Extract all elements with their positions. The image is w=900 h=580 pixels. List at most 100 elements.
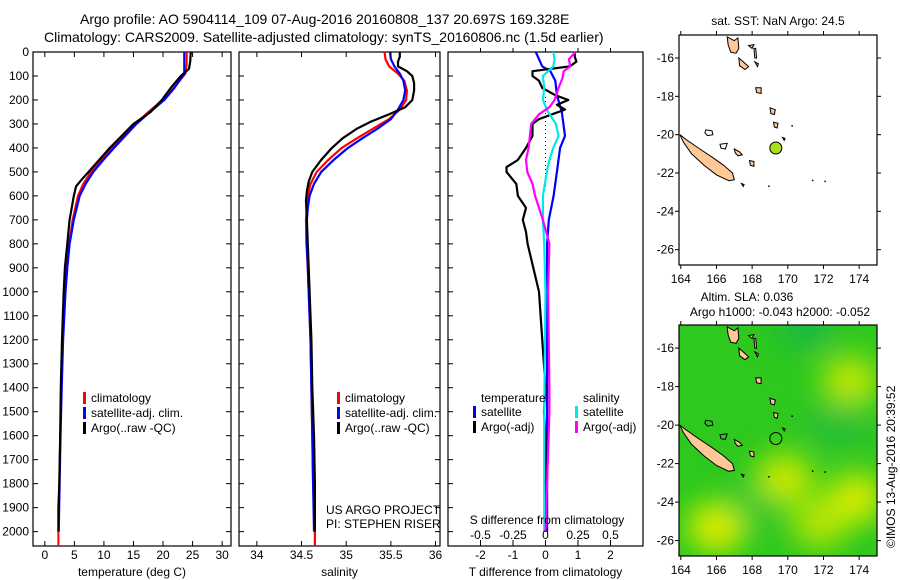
island-espiritu-santo: [726, 36, 740, 54]
x-tick-label: 0: [41, 548, 48, 562]
y-tick-label: 1300: [2, 357, 29, 371]
y-tick-label: -26: [657, 243, 675, 257]
float-position-marker: [769, 432, 783, 446]
y-tick-label: -26: [657, 534, 675, 548]
diff-sal-legend-swatch: [575, 406, 578, 418]
sla-map-panel: 164 166 168 170 172 174 -16 -18 -20 -22 -24 -26 Alti…: [657, 290, 881, 577]
y-tick-label: 600: [9, 189, 29, 203]
island-aneityum: [781, 427, 786, 432]
x-tick-label: 34.5: [290, 548, 314, 562]
pi-annotation: PI: STEPHEN RISER: [326, 517, 441, 531]
reef-tiga: [719, 142, 728, 150]
y-tick-label: 1600: [2, 429, 29, 443]
island-pentecost: [753, 338, 758, 349]
x-tick-label: 172: [813, 272, 833, 286]
map-title: Altim. SLA: 0.036: [701, 290, 794, 304]
x-tick-label: 35.5: [379, 548, 403, 562]
island-isle-of-pines: [740, 182, 745, 188]
y-tick-label: 0: [22, 45, 29, 59]
series-line-salinity-satellite: [541, 51, 560, 532]
s-tick-label: -0.5: [470, 528, 491, 542]
sla-high-core: [702, 515, 731, 540]
y-tick-label: 500: [9, 165, 29, 179]
float-position-marker: [769, 141, 783, 155]
island-malekula: [738, 56, 750, 71]
y-tick-label: -22: [657, 457, 675, 471]
x-tick-label: 164: [671, 272, 691, 286]
s-tick-label: 0: [542, 528, 549, 542]
diff-temp-legend-label: satellite: [481, 405, 522, 419]
x-axis-label: temperature (deg C): [78, 565, 186, 579]
y-tick-label: 700: [9, 213, 29, 227]
sla-low: [807, 403, 868, 448]
reef-ouvea: [704, 419, 714, 427]
sal-legend-swatch: [337, 392, 340, 404]
map-frame: [678, 324, 878, 557]
islet: [811, 470, 814, 472]
difference-panel: -2 -1 0 1 2 T difference from climatology -0.5…: [447, 48, 644, 579]
sal-legend-label: Argo(..raw -QC): [345, 421, 430, 435]
y-tick-label: 1200: [2, 333, 29, 347]
y-tick-label: -18: [657, 380, 675, 394]
sal-legend-label: satellite-adj. clim.: [345, 406, 437, 420]
sla-high-core: [805, 511, 834, 536]
x-tick-label: -2: [475, 548, 486, 562]
temp-legend-swatch: [83, 422, 86, 434]
island-efate: [755, 87, 762, 95]
series-line-argo-raw-qc-: [304, 52, 416, 532]
temp-legend-label: Argo(..raw -QC): [91, 421, 176, 435]
diff-sal-legend-label: Argo(-adj): [583, 420, 636, 434]
x-axis-label: salinity: [321, 565, 358, 579]
island-new-caledonia: [679, 134, 735, 182]
y-tick-label: 900: [9, 261, 29, 275]
diff-temp-legend-swatch: [473, 406, 476, 418]
x-tick-label: 36: [429, 548, 443, 562]
y-tick-label: 1700: [2, 453, 29, 467]
diff-legend-title: temperature: [481, 391, 546, 405]
x-tick-label: 20: [156, 548, 170, 562]
diff-legend-title: salinity: [583, 391, 620, 405]
island-tanna: [772, 121, 779, 129]
y-tick-label: 300: [9, 117, 29, 131]
x-tick-label: 166: [706, 563, 726, 577]
y-tick-label: 1400: [2, 381, 29, 395]
sal-legend-swatch: [337, 407, 340, 419]
sla-high-core: [841, 486, 870, 511]
island-mare: [748, 159, 755, 167]
island-efate: [755, 377, 762, 385]
x-tick-label: 172: [813, 563, 833, 577]
s-tick-label: 0.25: [566, 528, 590, 542]
x-tick-label: 174: [849, 563, 869, 577]
x-tick-label: 168: [742, 563, 762, 577]
island-espiritu-santo: [726, 325, 740, 344]
x-tick-label: 34: [250, 548, 264, 562]
salinity-panel: 34 34.5 35 35.5 36 salinity climatologysatelli…: [238, 51, 443, 579]
y-tick-label: -18: [657, 89, 675, 103]
plot-frame: [238, 51, 441, 547]
y-tick-label: -20: [657, 128, 675, 142]
island-erromango: [769, 107, 776, 116]
x-tick-label: 5: [71, 548, 78, 562]
temp-legend-swatch: [83, 392, 86, 404]
x-tick-label: -1: [508, 548, 519, 562]
map-title: sat. SST: NaN Argo: 24.5: [711, 14, 845, 28]
header-line1: Argo profile: AO 5904114_109 07-Aug-2016…: [80, 11, 569, 27]
map-content: [679, 325, 877, 556]
y-tick-label: -20: [657, 418, 675, 432]
y-tick-label: 2000: [2, 525, 29, 539]
header-line2: Climatology: CARS2009. Satellite-adjuste…: [44, 29, 604, 45]
islet: [791, 415, 793, 417]
temperature-panel: 0100200300400500600700800900100011001200…: [2, 45, 232, 579]
imos-credit: ©IMOS 13-Aug-2016 20:39:52: [884, 385, 898, 548]
diff-sal-legend-label: satellite: [583, 405, 624, 419]
y-tick-label: 1500: [2, 405, 29, 419]
island-mare: [748, 450, 755, 458]
island-epi: [753, 350, 759, 359]
x-tick-label: 166: [706, 272, 726, 286]
islet: [824, 471, 826, 473]
islet: [811, 179, 814, 182]
y-tick-label: -16: [657, 341, 675, 355]
island-tanna: [772, 411, 779, 420]
project-annotation: US ARGO PROJECT: [326, 503, 441, 517]
